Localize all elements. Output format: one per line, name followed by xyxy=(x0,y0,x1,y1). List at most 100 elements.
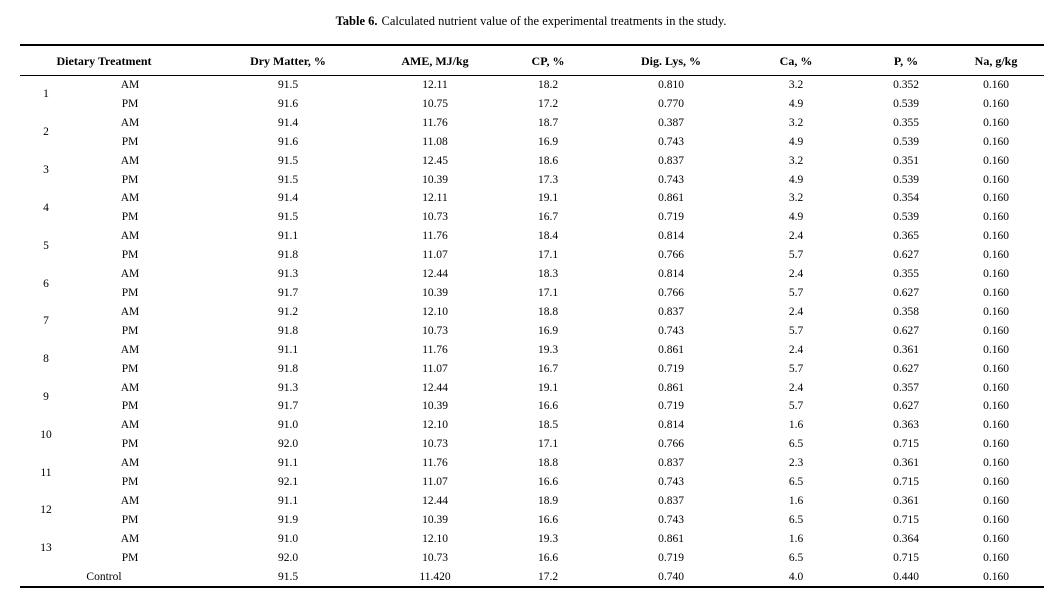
col-header-dry-matter: Dry Matter, % xyxy=(188,45,388,76)
treatment-number-cell: 4 xyxy=(43,201,49,214)
value-cell: 0.719 xyxy=(658,400,684,413)
table-row: 8 AM 91.1 11.76 19.3 0.861 2.4 0.361 0.160 xyxy=(20,341,1044,365)
value-cell: 11.07 xyxy=(422,476,448,489)
value-cell: 91.4 xyxy=(277,192,299,205)
value-cell: 16.6 xyxy=(537,513,559,526)
value-cell: 0.766 xyxy=(658,286,684,299)
value-cell: 12.44 xyxy=(422,494,448,507)
value-cell: 2.4 xyxy=(788,343,804,356)
value-cell: 12.11 xyxy=(422,192,448,205)
value-cell: 18.5 xyxy=(537,419,559,432)
value-cell: 0.719 xyxy=(658,551,684,564)
value-cell: 0.539 xyxy=(893,211,919,224)
value-cell: 0.814 xyxy=(658,268,684,281)
value-cell: 0.160 xyxy=(983,286,1009,299)
table-row: PM 91.7 10.39 17.1 0.766 5.7 0.627 0.160 xyxy=(20,284,1044,303)
value-cell: 18.4 xyxy=(537,230,559,243)
table-row: 11 AM 91.1 11.76 18.8 0.837 2.3 0.361 0.160 xyxy=(20,454,1044,478)
value-cell: 0.627 xyxy=(893,362,919,375)
feeding-time-cell: PM xyxy=(121,173,139,186)
table-row: PM 91.5 10.39 17.3 0.743 4.9 0.539 0.160 xyxy=(20,171,1044,190)
nutrient-value-table: Dietary Treatment Dry Matter, % AME, MJ/… xyxy=(20,44,1044,589)
value-cell: 17.1 xyxy=(537,249,559,262)
value-cell: 0.810 xyxy=(658,79,684,91)
value-cell: 0.539 xyxy=(893,135,919,148)
value-cell: 4.9 xyxy=(788,135,804,148)
value-cell: 0.160 xyxy=(983,324,1009,337)
value-cell: 3.2 xyxy=(788,79,804,91)
value-cell: 0.715 xyxy=(893,513,919,526)
value-cell: 0.160 xyxy=(983,154,1009,167)
value-cell: 18.8 xyxy=(537,457,559,470)
value-cell: 91.6 xyxy=(277,97,299,110)
feeding-time-cell: AM xyxy=(120,494,140,507)
value-cell: 0.160 xyxy=(983,230,1009,243)
table-row: 4 AM 91.4 12.11 19.1 0.861 3.2 0.354 0.160 xyxy=(20,189,1044,213)
value-cell: 0.539 xyxy=(893,97,919,110)
value-cell: 0.355 xyxy=(893,268,919,281)
value-cell: 0.743 xyxy=(658,513,684,526)
value-cell: 91.1 xyxy=(277,494,299,507)
value-cell: 0.766 xyxy=(658,438,684,451)
value-cell: 0.363 xyxy=(893,419,919,432)
col-header-p: P, % xyxy=(864,45,948,76)
value-cell: 0.740 xyxy=(658,570,684,583)
value-cell: 91.1 xyxy=(277,230,299,243)
value-cell: 17.2 xyxy=(537,97,559,110)
col-header-ame: AME, MJ/kg xyxy=(388,45,482,76)
value-cell: 2.4 xyxy=(788,268,804,281)
value-cell: 16.6 xyxy=(537,551,559,564)
treatment-number-cell: 12 xyxy=(40,504,52,517)
treatment-number-cell: 7 xyxy=(43,315,49,328)
feeding-time-cell: PM xyxy=(121,211,139,224)
value-cell: 1.6 xyxy=(788,419,804,432)
value-cell: 19.1 xyxy=(537,381,559,394)
value-cell: 0.160 xyxy=(983,305,1009,318)
table-row: PM 91.5 10.73 16.7 0.719 4.9 0.539 0.160 xyxy=(20,208,1044,227)
value-cell: 91.8 xyxy=(277,324,299,337)
value-cell: 0.539 xyxy=(893,173,919,186)
value-cell: 19.1 xyxy=(537,192,559,205)
value-cell: 12.10 xyxy=(422,532,448,545)
col-header-dig-lys: Dig. Lys, % xyxy=(614,45,728,76)
value-cell: 0.354 xyxy=(893,192,919,205)
control-row: Control 91.5 11.420 17.2 0.740 4.0 0.440 0.160 xyxy=(20,568,1044,588)
value-cell: 18.7 xyxy=(537,116,559,129)
value-cell: 0.160 xyxy=(983,362,1009,375)
value-cell: 0.814 xyxy=(658,419,684,432)
table-row: 2 AM 91.4 11.76 18.7 0.387 3.2 0.355 0.160 xyxy=(20,114,1044,138)
value-cell: 0.160 xyxy=(983,381,1009,394)
table-row: PM 91.7 10.39 16.6 0.719 5.7 0.627 0.160 xyxy=(20,397,1044,416)
value-cell: 0.160 xyxy=(983,192,1009,205)
table-row: PM 91.6 10.75 17.2 0.770 4.9 0.539 0.160 xyxy=(20,95,1044,114)
value-cell: 0.837 xyxy=(658,305,684,318)
value-cell: 91.0 xyxy=(277,419,299,432)
value-cell: 0.627 xyxy=(893,324,919,337)
value-cell: 10.39 xyxy=(422,173,448,186)
value-cell: 0.715 xyxy=(893,551,919,564)
table-row: 10 AM 91.0 12.10 18.5 0.814 1.6 0.363 0.160 xyxy=(20,416,1044,440)
value-cell: 0.160 xyxy=(983,438,1009,451)
value-cell: 91.7 xyxy=(277,286,299,299)
value-cell: 16.9 xyxy=(537,135,559,148)
value-cell: 0.387 xyxy=(658,116,684,129)
table-row: PM 91.6 11.08 16.9 0.743 4.9 0.539 0.160 xyxy=(20,133,1044,152)
value-cell: 0.160 xyxy=(983,135,1009,148)
value-cell: 11.76 xyxy=(422,230,448,243)
table-row: 3 AM 91.5 12.45 18.6 0.837 3.2 0.351 0.160 xyxy=(20,152,1044,176)
value-cell: 0.837 xyxy=(658,154,684,167)
value-cell: 16.9 xyxy=(537,324,559,337)
value-cell: 91.9 xyxy=(277,513,299,526)
value-cell: 2.4 xyxy=(788,305,804,318)
value-cell: 18.9 xyxy=(537,494,559,507)
value-cell: 0.719 xyxy=(658,362,684,375)
value-cell: 6.5 xyxy=(788,551,804,564)
value-cell: 0.361 xyxy=(893,343,919,356)
treatment-number-cell: 9 xyxy=(43,390,49,403)
value-cell: 6.5 xyxy=(788,438,804,451)
value-cell: 6.5 xyxy=(788,476,804,489)
value-cell: 0.814 xyxy=(658,230,684,243)
table-row: PM 91.8 11.07 16.7 0.719 5.7 0.627 0.160 xyxy=(20,360,1044,379)
value-cell: 11.420 xyxy=(419,570,451,583)
